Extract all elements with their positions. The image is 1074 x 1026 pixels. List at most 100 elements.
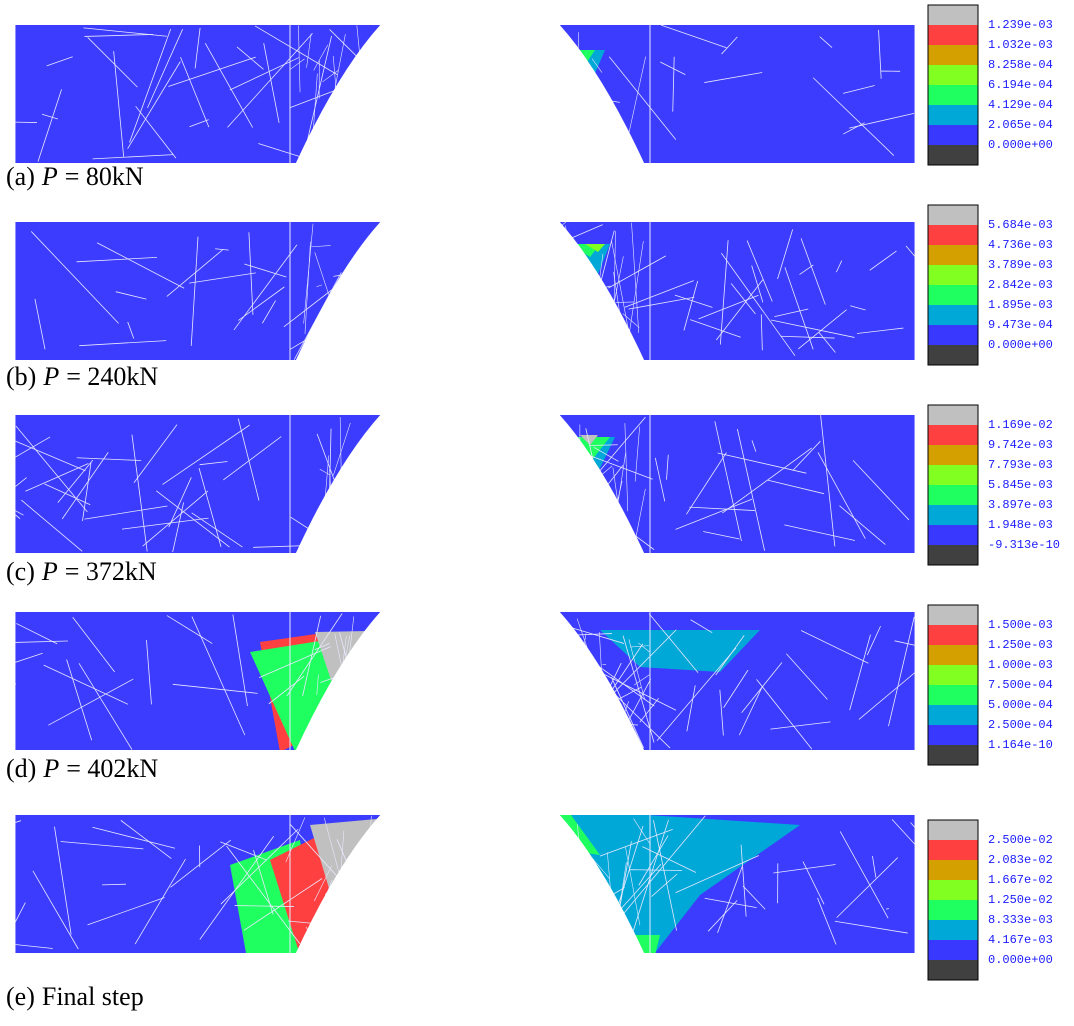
beam — [0, 765, 994, 985]
legend-band — [928, 5, 978, 25]
legend-band — [928, 485, 978, 505]
legend-label: 1.164e-10 — [988, 738, 1053, 752]
caption-label: (a) — [6, 162, 35, 191]
legend-band — [928, 745, 978, 765]
caption: (d)P= 402kN — [6, 754, 158, 783]
panel: 5.684e-03 4.736e-03 3.789e-03 2.842e-03 1.89… — [6, 172, 1053, 391]
arch-opening — [295, 562, 645, 752]
legend-label: 4.736e-03 — [988, 238, 1053, 252]
legend-label: 0.000e+00 — [988, 138, 1053, 152]
beam — [15, 172, 959, 362]
legend-label: 5.684e-03 — [988, 218, 1053, 232]
caption-text: = 80kN — [65, 162, 144, 191]
figure: 1.239e-031.032e-038.258e-046.194e-044.12… — [0, 0, 1074, 1026]
legend-band — [928, 245, 978, 265]
caption-text: = 240kN — [66, 362, 158, 391]
legend-label: 3.897e-03 — [988, 498, 1053, 512]
legend-band — [928, 840, 978, 860]
legend-label: 1.000e-03 — [988, 658, 1053, 672]
legend-band — [928, 625, 978, 645]
legend-band — [928, 305, 978, 325]
panel: 2.500e-02 2.083e-02 1.667e-02 1.250e-02 8.33… — [0, 765, 1053, 1011]
beam — [0, 0, 915, 165]
legend-label: 2.500e-02 — [988, 833, 1053, 847]
legend-band — [928, 820, 978, 840]
caption-variable: P — [41, 557, 58, 586]
legend-label: -9.313e-10 — [988, 538, 1060, 552]
legend-band — [928, 85, 978, 105]
legend-band — [928, 125, 978, 145]
legend-band — [928, 105, 978, 125]
legend-label: 4.167e-03 — [988, 933, 1053, 947]
page: {"panels": [ {"label": "(a)", "variable"… — [0, 0, 1074, 1026]
legend-label: 0.000e+00 — [988, 338, 1053, 352]
caption-text: = 402kN — [66, 754, 158, 783]
legend-label: 2.083e-02 — [988, 853, 1053, 867]
legend-label: 9.742e-03 — [988, 438, 1053, 452]
caption-variable: P — [42, 362, 59, 391]
beam — [0, 365, 915, 555]
legend-band — [928, 665, 978, 685]
legend-label: 1.667e-02 — [988, 873, 1053, 887]
legend-band — [928, 685, 978, 705]
legend-label: 1.948e-03 — [988, 518, 1053, 532]
beam — [0, 562, 937, 762]
legend-label: 1.500e-03 — [988, 618, 1053, 632]
panel: 1.239e-031.032e-038.258e-046.194e-044.12… — [0, 0, 1053, 191]
legend-band — [928, 65, 978, 85]
arch-opening — [295, 765, 645, 955]
caption-label: (d) — [6, 754, 36, 783]
legend-band — [928, 505, 978, 525]
legend-label: 1.032e-03 — [988, 38, 1053, 52]
legend-band — [928, 900, 978, 920]
legend-band — [928, 25, 978, 45]
legend-label: 5.845e-03 — [988, 478, 1053, 492]
caption: (e)Final step — [6, 982, 144, 1011]
legend-band — [928, 445, 978, 465]
mesh-line — [0, 643, 16, 684]
legend-label: 2.500e-04 — [988, 718, 1053, 732]
legend-label: 2.842e-03 — [988, 278, 1053, 292]
legend-band — [928, 225, 978, 245]
legend-label: 7.500e-04 — [988, 678, 1053, 692]
legend-band — [928, 545, 978, 565]
legend-band — [928, 525, 978, 545]
legend-band — [928, 345, 978, 365]
caption: (a)P= 80kN — [6, 162, 144, 191]
caption: (c)P= 372kN — [6, 557, 157, 586]
legend-band — [928, 960, 978, 980]
legend-band — [928, 325, 978, 345]
caption-label: (c) — [6, 557, 35, 586]
legend-label: 9.473e-04 — [988, 318, 1053, 332]
caption: (b)P= 240kN — [6, 362, 158, 391]
legend-label: 3.789e-03 — [988, 258, 1053, 272]
legend-band — [928, 920, 978, 940]
arch-opening — [295, 172, 645, 362]
legend-label: 8.333e-03 — [988, 913, 1053, 927]
legend-band — [928, 285, 978, 305]
legend-label: 1.895e-03 — [988, 298, 1053, 312]
caption-label: (e) — [6, 982, 35, 1011]
legend-label: 4.129e-04 — [988, 98, 1053, 112]
legend-label: 1.250e-02 — [988, 893, 1053, 907]
caption-variable: P — [41, 162, 58, 191]
legend-band — [928, 145, 978, 165]
legend-band — [928, 725, 978, 745]
caption-label: (b) — [6, 362, 36, 391]
legend-label: 5.000e-04 — [988, 698, 1053, 712]
legend-band — [928, 705, 978, 725]
legend-label: 1.250e-03 — [988, 638, 1053, 652]
legend-label: 6.194e-04 — [988, 78, 1053, 92]
caption-variable: P — [42, 754, 59, 783]
legend-band — [928, 465, 978, 485]
arch-opening — [295, 0, 645, 165]
legend-band — [928, 645, 978, 665]
legend-label: 0.000e+00 — [988, 953, 1053, 967]
panel: 1.169e-029.742e-037.793e-035.845e-033.89… — [0, 365, 1060, 586]
legend-band — [928, 405, 978, 425]
panel: 1.500e-03 1.250e-03 1.000e-03 7.500e-04 5.00… — [0, 562, 1053, 783]
legend-label: 7.793e-03 — [988, 458, 1053, 472]
legend-band — [928, 880, 978, 900]
legend-band — [928, 205, 978, 225]
legend-band — [928, 940, 978, 960]
